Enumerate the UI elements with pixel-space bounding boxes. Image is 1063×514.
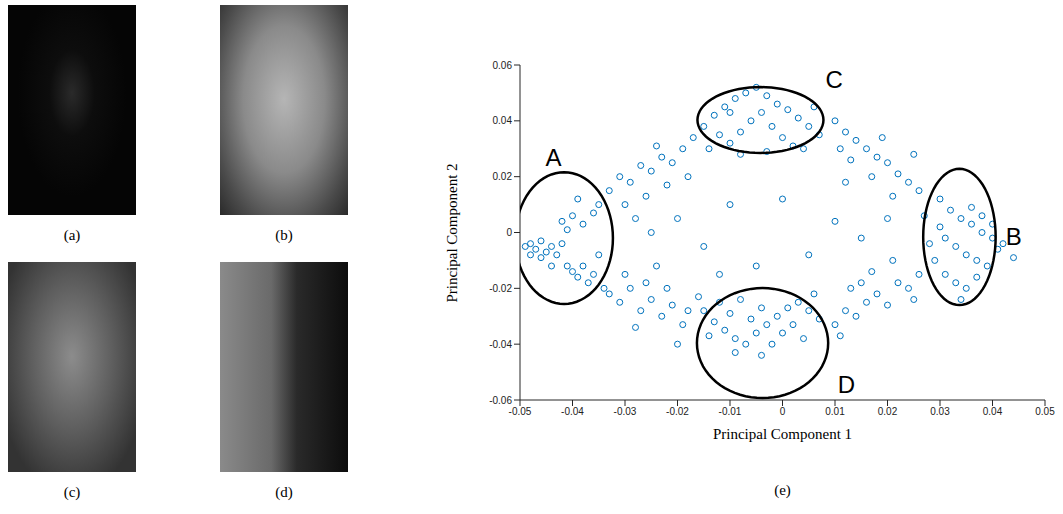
svg-text:0.03: 0.03 [930, 406, 950, 417]
svg-text:A: A [546, 144, 562, 171]
svg-text:-0.04: -0.04 [489, 339, 512, 350]
svg-text:C: C [825, 66, 842, 93]
html-text:(b): (b) [275, 227, 293, 243]
svg-text:0.01: 0.01 [825, 406, 845, 417]
html-text:(e): (e) [774, 482, 791, 498]
svg-text:-0.04: -0.04 [561, 406, 584, 417]
svg-text:-0.01: -0.01 [719, 406, 742, 417]
svg-text:0: 0 [780, 406, 786, 417]
html-text:Principal Component 2: Principal Component 2 [444, 162, 460, 303]
html-text:(c): (c) [63, 484, 81, 500]
svg-text:-0.05: -0.05 [509, 406, 532, 417]
svg-text:0: 0 [506, 227, 512, 238]
svg-text:-0.03: -0.03 [614, 406, 637, 417]
svg-text:0.02: 0.02 [878, 406, 898, 417]
svg-text:0.06: 0.06 [493, 60, 513, 71]
html-text:(d): (d) [275, 484, 293, 500]
svg-text:0.05: 0.05 [1035, 406, 1055, 417]
svg-text:-0.06: -0.06 [489, 395, 512, 406]
svg-text:-0.02: -0.02 [489, 283, 512, 294]
svg-text:0.02: 0.02 [493, 171, 513, 182]
svg-text:0.04: 0.04 [493, 115, 513, 126]
svg-text:-0.02: -0.02 [666, 406, 689, 417]
svg-text:B: B [1006, 223, 1022, 250]
svg-text:D: D [838, 371, 855, 398]
html-text:Principal Component 1: Principal Component 1 [712, 426, 853, 442]
svg-text:0.04: 0.04 [983, 406, 1003, 417]
html-text:(a): (a) [63, 227, 81, 243]
